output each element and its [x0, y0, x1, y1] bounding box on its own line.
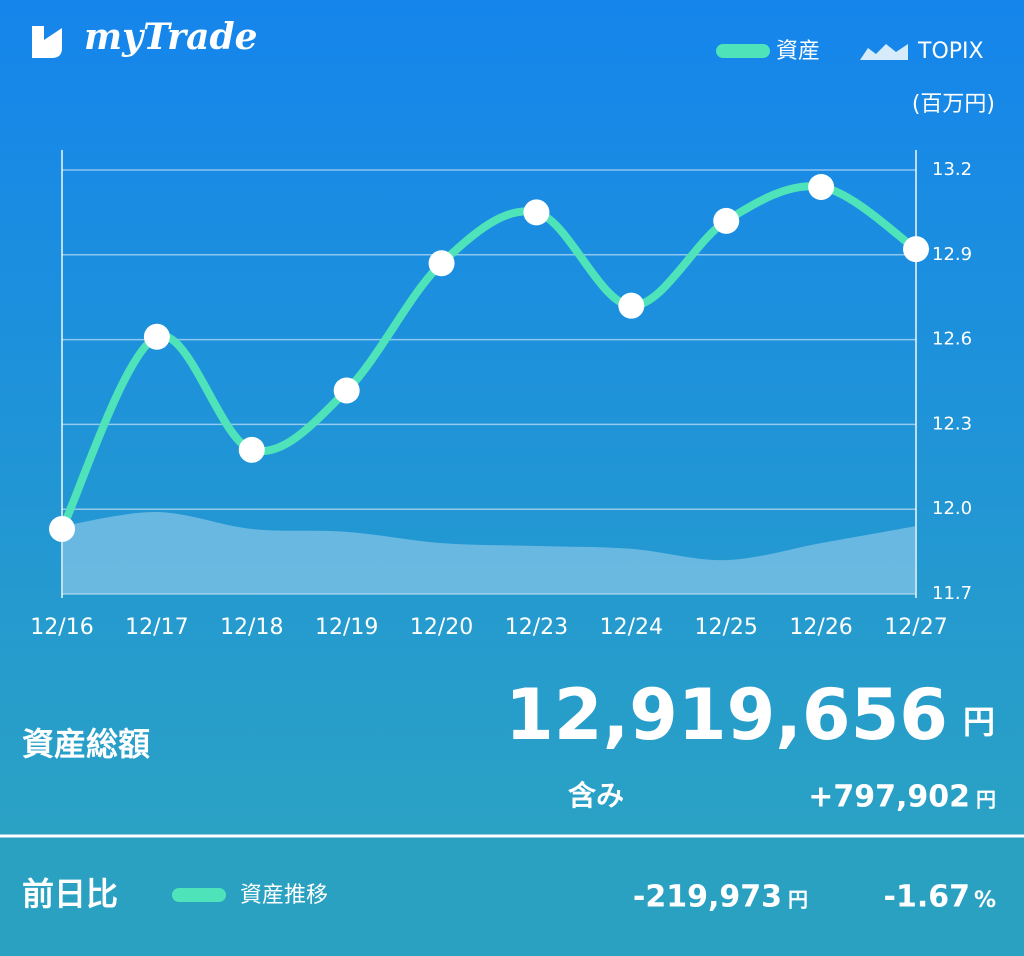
data-point — [333, 377, 360, 404]
x-tick-label: 12/27 — [884, 615, 947, 640]
x-tick-label: 12/25 — [695, 615, 758, 640]
data-point — [618, 292, 645, 319]
data-point — [713, 207, 740, 234]
legend-swatch-line — [716, 44, 770, 58]
data-point — [903, 236, 929, 263]
x-tick-label: 12/17 — [125, 615, 188, 640]
total-value: 12,919,656 — [505, 674, 948, 756]
x-tick-label: 12/23 — [505, 615, 568, 640]
unrealized-label: 含み — [568, 779, 624, 812]
x-tick-label: 12/26 — [789, 615, 852, 640]
data-point — [808, 173, 835, 200]
daily-change: -219,973 — [633, 880, 782, 915]
y-tick-label: 11.7 — [932, 583, 972, 604]
daily-label: 前日比 — [22, 875, 118, 913]
daily-change-unit: 円 — [788, 888, 808, 912]
x-tick-label: 12/18 — [220, 615, 283, 640]
data-point — [238, 436, 265, 463]
y-tick-label: 12.9 — [932, 244, 972, 265]
daily-legend: 資産推移 — [240, 883, 328, 908]
total-label: 資産総額 — [22, 725, 150, 763]
daily-percent-unit: % — [974, 888, 996, 913]
daily-legend-swatch — [172, 888, 226, 902]
plot: 11.7 12.0 12.3 12.6 12.9 13.2 12/16 12/17 12/18 1… — [30, 150, 972, 640]
data-point — [428, 250, 455, 277]
background — [0, 0, 1024, 836]
y-tick-label: 12.6 — [932, 329, 972, 350]
x-tick-label: 12/24 — [600, 615, 663, 640]
topix-area — [62, 512, 916, 594]
total-unit: 円 — [963, 703, 995, 741]
logo-icon — [32, 26, 62, 58]
legend-label: 資産 — [776, 39, 820, 64]
logo — [32, 26, 62, 58]
x-tick-label: 12/20 — [410, 615, 473, 640]
y-tick-label: 13.2 — [932, 159, 972, 180]
data-point — [523, 199, 550, 226]
app-title: myTrade — [84, 16, 258, 58]
x-tick-label: 12/19 — [315, 615, 378, 640]
unit-label: (百万円) — [912, 92, 995, 117]
x-tick-label: 12/16 — [30, 615, 93, 640]
y-tick-label: 12.0 — [932, 498, 972, 519]
data-point — [49, 515, 75, 542]
footer-bar — [0, 836, 1024, 956]
daily-percent: -1.67 — [884, 880, 970, 915]
legend-label: TOPIX — [917, 39, 984, 64]
legend-swatch-area — [860, 44, 908, 60]
unrealized-value: +797,902 — [808, 780, 970, 815]
data-point — [143, 323, 170, 350]
unrealized-unit: 円 — [976, 788, 996, 812]
y-tick-label: 12.3 — [932, 413, 972, 434]
asset-line — [58, 182, 920, 533]
